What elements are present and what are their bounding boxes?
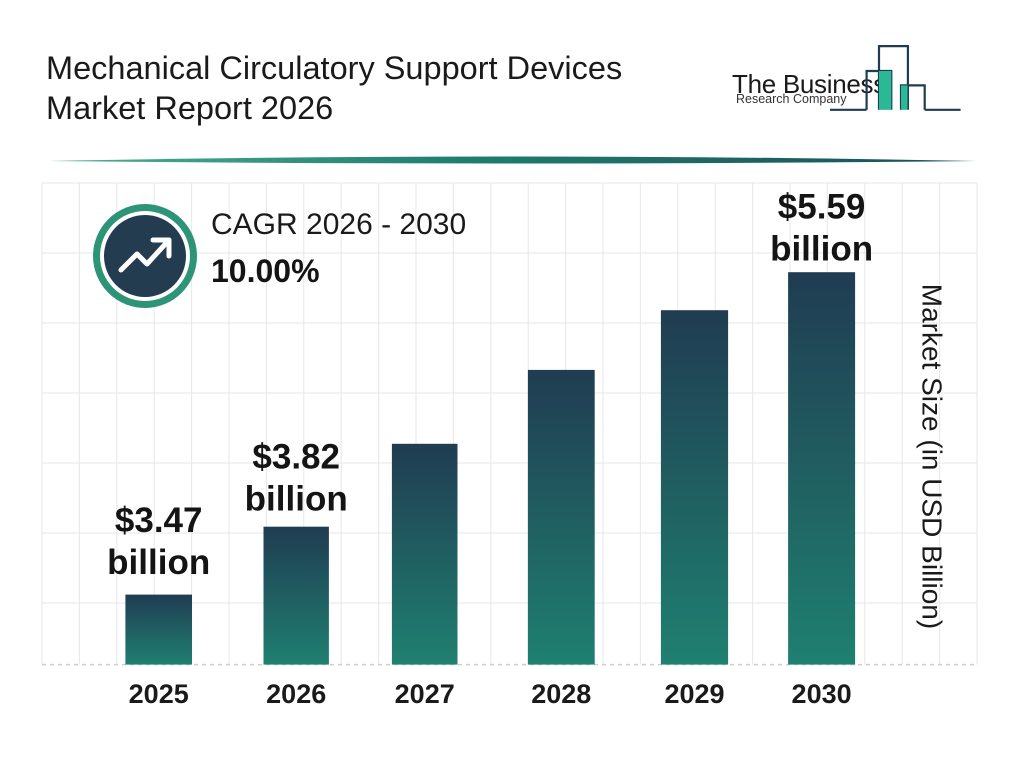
svg-text:2028: 2028 (531, 679, 591, 709)
svg-text:2025: 2025 (129, 679, 189, 709)
svg-text:2029: 2029 (664, 679, 724, 709)
svg-text:$5.59: $5.59 (778, 187, 866, 226)
svg-text:$3.82: $3.82 (252, 437, 340, 476)
svg-text:2030: 2030 (792, 679, 852, 709)
svg-text:2027: 2027 (395, 679, 455, 709)
svg-text:Market Size (in USD Billion): Market Size (in USD Billion) (917, 284, 948, 629)
svg-text:billion: billion (770, 229, 873, 268)
svg-text:billion: billion (107, 543, 210, 582)
svg-text:$3.47: $3.47 (115, 501, 203, 540)
svg-text:billion: billion (245, 479, 348, 518)
svg-text:2026: 2026 (266, 679, 326, 709)
